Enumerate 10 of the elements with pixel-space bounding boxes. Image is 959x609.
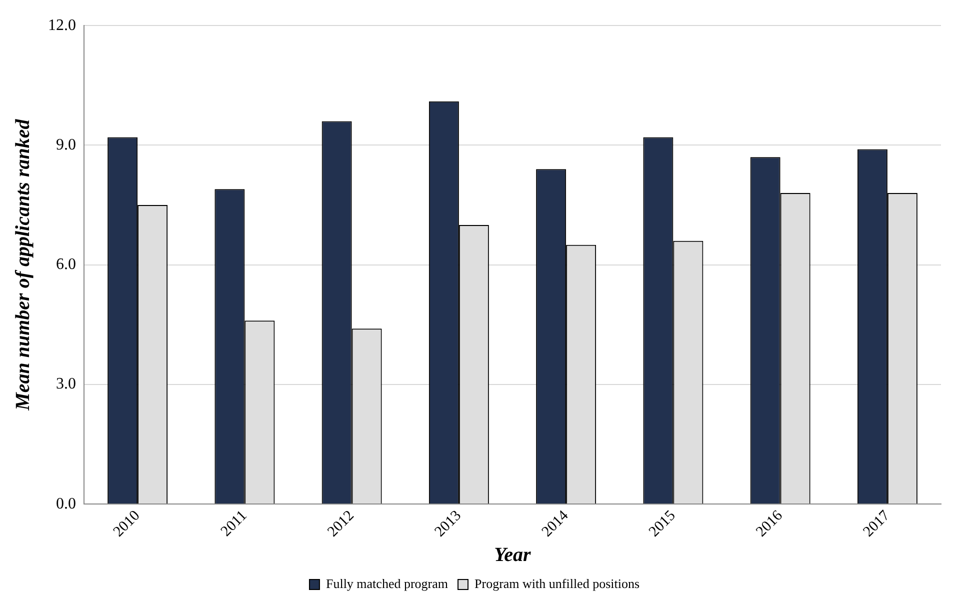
x-axis-title: Year (494, 544, 532, 566)
y-tick-label: 0.0 (56, 495, 76, 512)
y-tick-label: 9.0 (56, 136, 76, 154)
legend-label: Program with unfilled positions (474, 576, 640, 591)
x-tick-label: 2011 (218, 508, 250, 540)
y-tick-label: 3.0 (56, 376, 76, 393)
legend-label: Fully matched program (326, 576, 448, 591)
y-tick-label: 6.0 (56, 256, 76, 274)
y-tick-label: 12.0 (48, 16, 76, 34)
y-axis-title: Mean number of applicants ranked (12, 118, 34, 412)
